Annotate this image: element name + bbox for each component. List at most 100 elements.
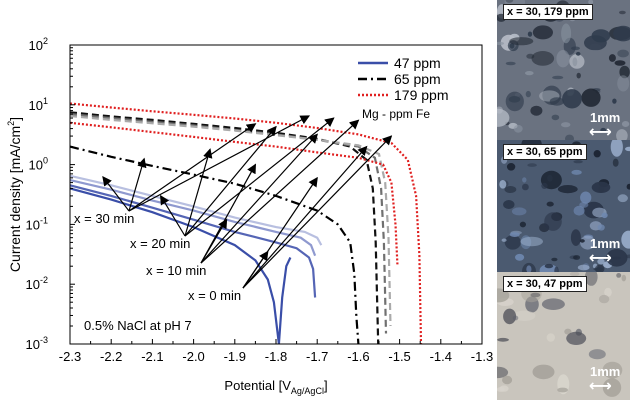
x-tick-label: -2.1 (141, 349, 163, 364)
corrosion-spot (575, 51, 581, 56)
corrosion-spot (621, 230, 630, 249)
scale-bar-label: 1mm (590, 364, 621, 379)
polarization-chart: -2.3 -2.2 -2.1 -2.0 -1.9 -1.8 -1.7 -1.6 -1.5 -1.4… (6, 36, 493, 396)
corrosion-spot (511, 207, 527, 216)
corrosion-spot (526, 265, 532, 272)
corrosion-spot (509, 43, 515, 49)
corrosion-spot (602, 378, 622, 397)
corrosion-spot (580, 191, 592, 204)
series-line (69, 184, 317, 298)
corrosion-spot (597, 258, 605, 265)
corrosion-spot (619, 10, 626, 15)
corrosion-spot (497, 366, 509, 379)
corrosion-spot (610, 140, 623, 157)
annotation-arrow (242, 135, 393, 289)
y-tick-label: 101 (29, 96, 48, 113)
annotation-arrow (184, 125, 277, 237)
corrosion-spot (593, 150, 601, 158)
corrosion-spot (551, 257, 558, 262)
corrosion-spot (617, 75, 630, 92)
y-tick-label: 10-2 (26, 275, 48, 292)
corrosion-spot (617, 49, 629, 58)
corrosion-spot (531, 51, 555, 66)
corrosion-spot (508, 96, 521, 103)
corrosion-spot (598, 294, 610, 304)
annotation-arrow (200, 133, 319, 264)
corrosion-spot (530, 105, 543, 116)
time-annotation: x = 10 min (146, 263, 206, 278)
corrosion-spot (513, 124, 523, 133)
corrosion-spot (557, 387, 568, 393)
corrosion-spot (619, 65, 630, 79)
corrosion-spot (588, 0, 594, 5)
scale-bar-arrow: ⟷ (589, 248, 612, 267)
series-line (69, 102, 423, 345)
scale-bar-label: 1mm (590, 110, 621, 125)
corrosion-spot (617, 194, 628, 203)
series-line (69, 121, 399, 267)
corrosion-spot (546, 201, 554, 207)
corrosion-spot (588, 349, 606, 360)
corrosion-spot (556, 50, 570, 68)
corrosion-spot (551, 114, 560, 121)
corrosion-spot (544, 263, 554, 269)
corrosion-spot (621, 121, 630, 127)
corrosion-spot (525, 90, 531, 98)
corrosion-spot (612, 158, 619, 167)
corrosion-spot (597, 224, 605, 231)
corrosion-spot (512, 315, 519, 321)
corrosion-spot (505, 61, 516, 66)
x-tick-label: -1.7 (306, 349, 328, 364)
annotation-arrow (102, 176, 130, 212)
annotation-arrow (200, 163, 256, 264)
x-tick-label: -1.5 (388, 349, 410, 364)
corrosion-spot (509, 232, 520, 237)
corrosion-spot (601, 212, 608, 219)
micrograph-tag: x = 30, 179 ppm (503, 4, 593, 20)
corrosion-spot (520, 236, 543, 247)
time-annotation: x = 30 min (74, 211, 134, 226)
corrosion-spot (593, 267, 604, 271)
corrosion-spot (579, 239, 585, 243)
corrosion-spot (573, 255, 581, 260)
x-axis-label: Potential [VAg/AgCl] (224, 378, 327, 396)
corrosion-spot (602, 361, 623, 379)
corrosion-spot (546, 333, 555, 342)
corrosion-spot (527, 31, 533, 37)
corrosion-spot (519, 221, 526, 228)
annotation-arrow (128, 115, 311, 212)
annotation-arrow (242, 145, 368, 289)
x-tick-label: -1.3 (471, 349, 493, 364)
corrosion-spot (501, 238, 507, 242)
corrosion-spot (497, 41, 505, 46)
corrosion-spot (566, 331, 587, 345)
annotation-arrow (128, 157, 147, 212)
micrograph-65-ppm: x = 30, 65 ppm 1mm ⟷ (497, 140, 630, 272)
corrosion-spot (591, 29, 611, 43)
corrosion-spot (509, 37, 534, 46)
corrosion-spot (504, 235, 521, 250)
micrograph-65-ppm-image (497, 140, 630, 272)
corrosion-spot (527, 163, 537, 167)
annotation-arrow (200, 119, 360, 264)
scale-bar-label: 1mm (590, 236, 621, 251)
micrograph-179-ppm: x = 30, 179 ppm 1mm ⟷ (497, 0, 630, 140)
scale-bar-arrow: ⟷ (589, 122, 612, 140)
corrosion-spot (600, 127, 607, 133)
annotation-arrow (242, 176, 318, 289)
legend-title: Mg - ppm Fe (362, 107, 430, 121)
corrosion-spot (614, 60, 626, 66)
micrograph-tag: x = 30, 47 ppm (503, 276, 587, 292)
annotation-arrow (184, 148, 213, 237)
corrosion-spot (532, 25, 553, 40)
x-tick-label: -1.4 (430, 349, 452, 364)
corrosion-spot (544, 212, 562, 231)
time-annotation: x = 20 min (130, 236, 190, 251)
corrosion-spot (604, 287, 612, 297)
corrosion-spot (585, 272, 598, 286)
corrosion-spot (625, 146, 630, 152)
corrosion-spot (504, 186, 517, 193)
y-axis-label: Current density [mA/cm2] (6, 117, 23, 272)
corrosion-spot (506, 163, 516, 171)
corrosion-spot (561, 122, 571, 128)
